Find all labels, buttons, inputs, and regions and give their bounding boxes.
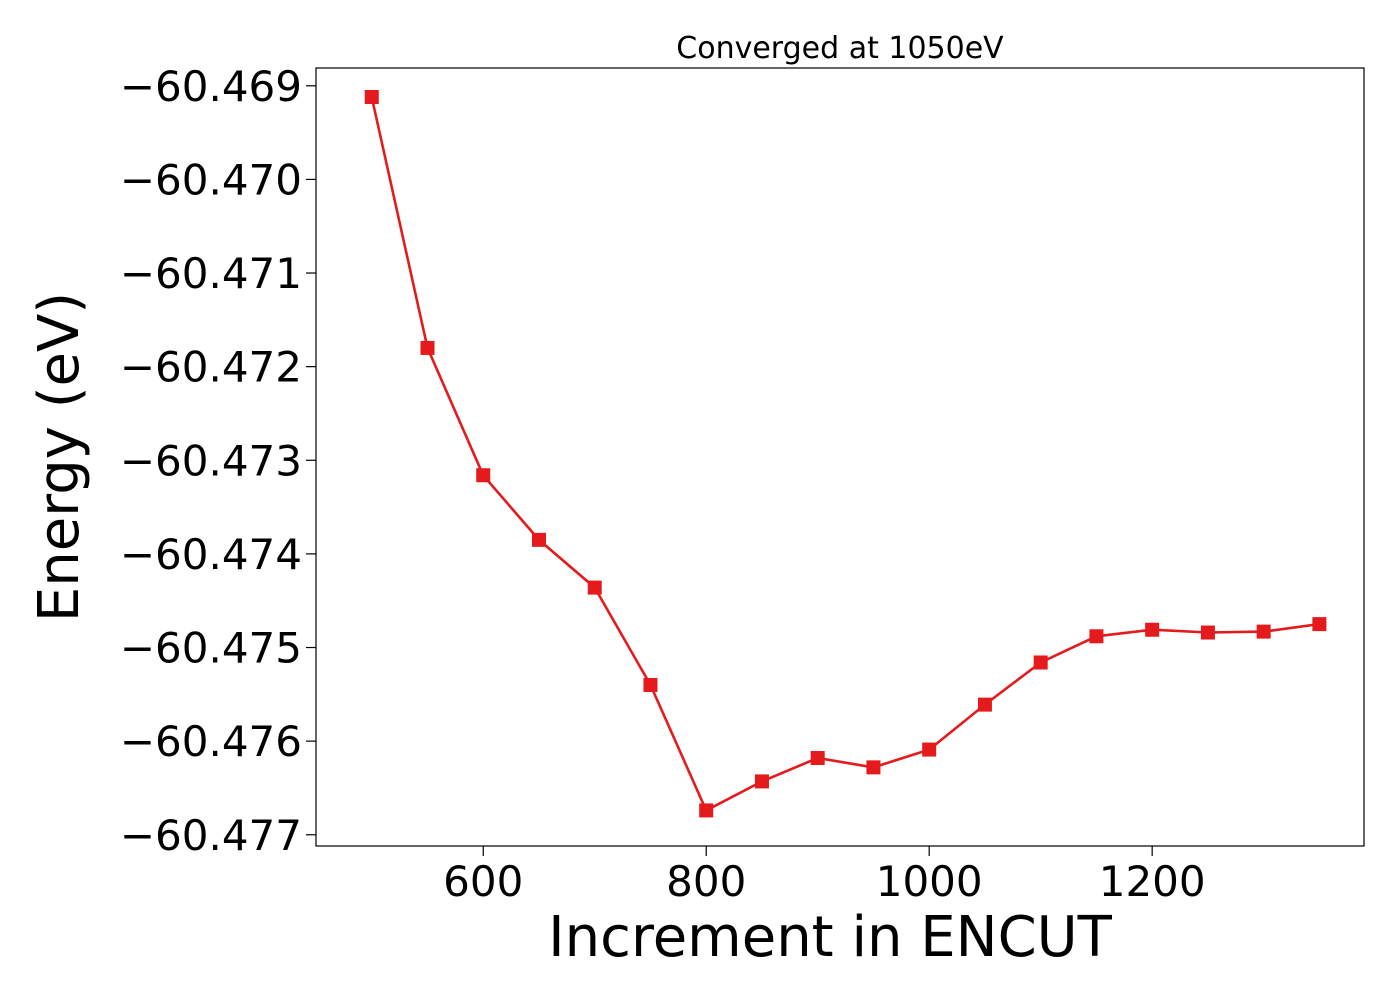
series-line [370, 96, 1320, 813]
y-tick-label: −60.472 [120, 343, 302, 392]
data-point [977, 697, 992, 712]
y-tick-label: −60.469 [120, 62, 302, 111]
data-point [922, 742, 937, 757]
x-tick-label: 1000 [876, 857, 983, 906]
y-axis-title: Energy (eV) [27, 292, 92, 622]
data-point [1256, 624, 1271, 639]
y-tick-label: −60.470 [120, 155, 302, 204]
data-point [1033, 655, 1048, 670]
data-point [1089, 629, 1104, 644]
data-point [420, 340, 435, 355]
data-point [643, 677, 658, 692]
y-tick-label: −60.473 [120, 436, 302, 485]
y-tick-label: −60.476 [120, 717, 302, 766]
plot-frame [315, 67, 1365, 847]
y-tick-label: −60.474 [120, 530, 302, 579]
data-point [1200, 625, 1215, 640]
data-point [476, 468, 491, 483]
x-tick-label: 800 [666, 857, 746, 906]
data-point [1312, 617, 1327, 632]
x-tick-label: 600 [443, 857, 523, 906]
x-axis-title: Increment in ENCUT [548, 905, 1113, 970]
data-point [1145, 622, 1160, 637]
series-markers [364, 90, 1327, 818]
y-tick-label: −60.475 [120, 624, 302, 673]
data-point [810, 750, 825, 765]
x-axis: 600 800 1000 1200 [443, 846, 1206, 906]
chart-title: Converged at 1050eV [676, 31, 1004, 66]
data-point [699, 803, 714, 818]
y-axis: −60.469 −60.470 −60.471 −60.472 −60.473 −60.4… [120, 62, 316, 860]
data-point [754, 774, 769, 789]
data-point [364, 90, 379, 105]
y-tick-label: −60.471 [120, 249, 302, 298]
x-tick-label: 1200 [1099, 857, 1206, 906]
data-point [866, 760, 881, 775]
data-point [531, 532, 546, 547]
data-point [587, 580, 602, 595]
y-tick-label: −60.477 [120, 811, 302, 860]
